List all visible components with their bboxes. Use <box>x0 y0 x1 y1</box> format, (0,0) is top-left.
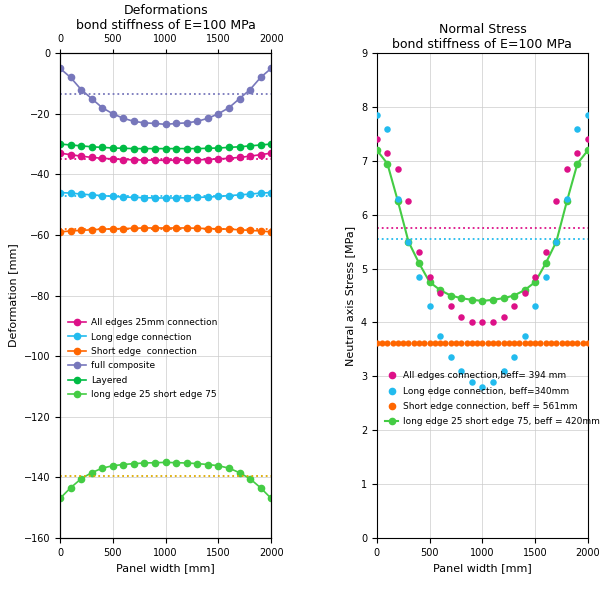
Point <box>414 272 424 281</box>
Point <box>557 338 566 348</box>
X-axis label: Panel width [mm]: Panel width [mm] <box>116 563 215 573</box>
Point <box>436 288 445 297</box>
Point <box>568 338 577 348</box>
Point <box>425 338 434 348</box>
Point <box>541 248 551 257</box>
Point <box>414 338 424 348</box>
Point <box>520 338 529 348</box>
Point <box>393 164 403 174</box>
Point <box>546 338 556 348</box>
Point <box>446 338 455 348</box>
Point <box>572 148 582 158</box>
Point <box>409 338 419 348</box>
Point <box>436 331 445 340</box>
Point <box>430 338 440 348</box>
Point <box>525 338 535 348</box>
Title: Normal Stress
bond stiffness of E=100 MPa: Normal Stress bond stiffness of E=100 MP… <box>392 22 572 51</box>
Point <box>440 338 450 348</box>
Point <box>551 237 561 246</box>
Point <box>383 148 392 158</box>
Point <box>583 338 593 348</box>
Point <box>478 338 487 348</box>
Point <box>425 301 434 311</box>
Point <box>578 338 587 348</box>
Point <box>467 377 476 387</box>
Point <box>419 338 429 348</box>
Point <box>562 194 572 203</box>
Point <box>467 318 476 327</box>
Point <box>393 194 403 203</box>
Point <box>551 197 561 206</box>
Point <box>572 338 582 348</box>
Point <box>398 338 408 348</box>
Point <box>530 301 540 311</box>
Y-axis label: Neutral axis Stress [MPa]: Neutral axis Stress [MPa] <box>345 225 355 366</box>
Point <box>530 272 540 281</box>
Point <box>446 353 455 362</box>
Point <box>509 338 519 348</box>
Point <box>562 164 572 174</box>
Legend: All edges connection,beff= 394 mm, Long edge connection, beff=340mm, Short edge : All edges connection,beff= 394 mm, Long … <box>382 368 600 430</box>
Point <box>457 366 466 376</box>
Point <box>414 248 424 257</box>
Point <box>488 377 498 387</box>
Point <box>509 353 519 362</box>
Point <box>372 338 382 348</box>
Point <box>541 338 551 348</box>
Point <box>457 312 466 322</box>
Legend: All edges 25mm connection, Long edge connection, Short edge  connection, full co: All edges 25mm connection, Long edge con… <box>65 314 221 403</box>
Point <box>541 272 551 281</box>
Title: Deformations
bond stiffness of E=100 MPa: Deformations bond stiffness of E=100 MPa <box>76 4 256 31</box>
Point <box>404 237 413 246</box>
Point <box>377 338 387 348</box>
Point <box>499 366 508 376</box>
Point <box>462 338 472 348</box>
Point <box>446 301 455 311</box>
Point <box>457 338 466 348</box>
Point <box>472 338 482 348</box>
Point <box>562 338 572 348</box>
Point <box>572 124 582 134</box>
Point <box>520 331 529 340</box>
Point <box>583 111 593 120</box>
Point <box>467 338 476 348</box>
Point <box>383 338 392 348</box>
Y-axis label: Deformation [mm]: Deformation [mm] <box>8 243 18 348</box>
Point <box>383 124 392 134</box>
Point <box>372 111 382 120</box>
Point <box>436 338 445 348</box>
Point <box>551 338 561 348</box>
Point <box>425 272 434 281</box>
Point <box>520 288 529 297</box>
Point <box>483 338 493 348</box>
Point <box>372 135 382 144</box>
Point <box>499 338 508 348</box>
Point <box>404 338 413 348</box>
Point <box>478 318 487 327</box>
Point <box>478 382 487 392</box>
Point <box>504 338 514 348</box>
Point <box>488 318 498 327</box>
Point <box>530 338 540 348</box>
Point <box>583 135 593 144</box>
Point <box>451 338 461 348</box>
Point <box>515 338 524 348</box>
Point <box>509 301 519 311</box>
Point <box>536 338 545 348</box>
Point <box>388 338 397 348</box>
Point <box>393 338 403 348</box>
X-axis label: Panel width [mm]: Panel width [mm] <box>433 563 532 573</box>
Point <box>404 197 413 206</box>
Point <box>499 312 508 322</box>
Point <box>493 338 503 348</box>
Point <box>488 338 498 348</box>
